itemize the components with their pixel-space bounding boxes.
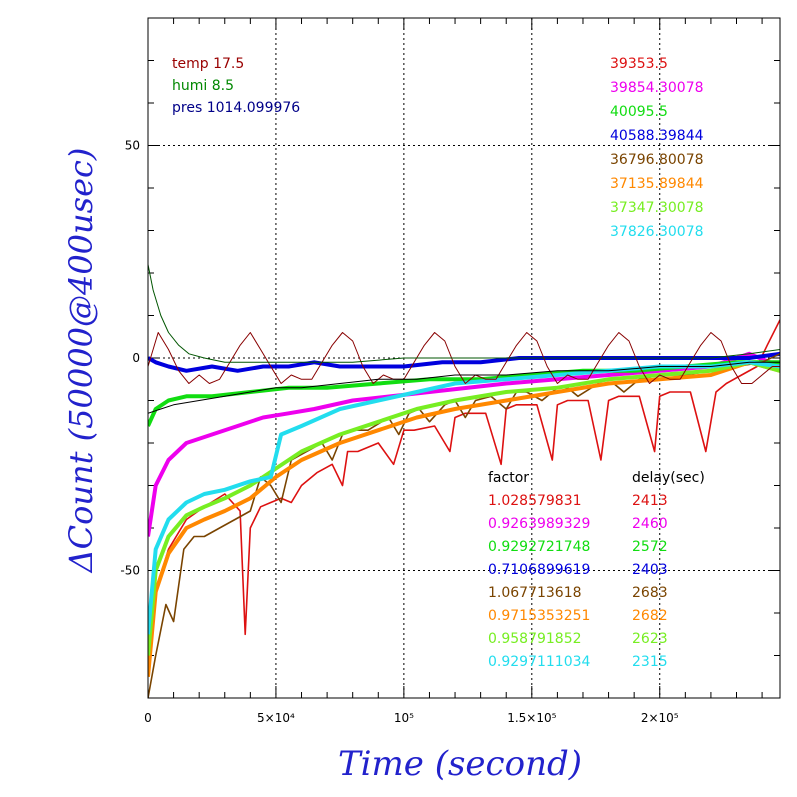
delay-value: 2460 — [632, 516, 668, 532]
channel-label: 39353.5 — [610, 56, 668, 72]
channel-labels: 39353.5 39854.30078 40095.5 40588.39844 3679… — [610, 56, 704, 240]
x-tick-label: 1.5×10⁵ — [507, 711, 556, 725]
x-tick-label: 5×10⁴ — [257, 711, 295, 725]
series-line-2 — [148, 351, 780, 537]
channel-label: 39854.30078 — [610, 80, 704, 96]
factor-table: factor delay(sec) 1.028579831 2413 0.92639… — [488, 470, 705, 670]
factor-value: 0.9292721748 — [488, 539, 590, 555]
plot-frame — [147, 17, 781, 699]
series-line-10 — [148, 264, 780, 363]
channel-label: 37135.89844 — [610, 176, 704, 192]
x-axis-title: Time (second) — [338, 744, 582, 784]
environment-labels: temp 17.5 humi 8.5 pres 1014.099976 — [172, 56, 300, 116]
factor-value: 1.028579831 — [488, 493, 582, 509]
factor-header: factor — [488, 470, 529, 486]
y-tick-label: 50 — [125, 139, 140, 153]
factor-value: 1.067713618 — [488, 585, 582, 601]
y-axis-title: ΔCount (50000@400usec) — [62, 148, 100, 575]
delay-value: 2623 — [632, 631, 668, 647]
factor-value: 0.9297111034 — [488, 654, 591, 670]
delay-value: 2315 — [632, 654, 668, 670]
channel-label: 37347.30078 — [610, 200, 704, 216]
channel-label: 40588.39844 — [610, 128, 704, 144]
series-line-11 — [148, 361, 780, 414]
y-tick-label: -50 — [120, 564, 140, 578]
delay-header: delay(sec) — [632, 470, 705, 486]
factor-value: 0.958791852 — [488, 631, 582, 647]
delay-value: 2413 — [632, 493, 668, 509]
env-label: pres 1014.099976 — [172, 100, 300, 116]
series-line-1 — [148, 319, 780, 656]
y-tick-labels: 50 0 -50 — [120, 139, 140, 578]
factor-value: 0.9263989329 — [488, 516, 590, 532]
factor-value: 0.7106899619 — [488, 562, 590, 578]
x-tick-label: 0 — [144, 711, 152, 725]
x-tick-label: 2×10⁵ — [641, 711, 679, 725]
channel-label: 37826.30078 — [610, 224, 704, 240]
minor-ticks — [148, 18, 780, 698]
env-label: humi 8.5 — [172, 78, 234, 94]
env-label: temp 17.5 — [172, 56, 244, 72]
x-tick-labels: 0 5×10⁴ 10⁵ 1.5×10⁵ 2×10⁵ — [144, 711, 679, 725]
channel-label: 36796.80078 — [610, 152, 704, 168]
x-tick-label: 10⁵ — [394, 711, 414, 725]
y-tick-label: 0 — [132, 351, 140, 365]
series-line-6 — [148, 360, 780, 677]
factor-value: 0.9715353251 — [488, 608, 590, 624]
delay-value: 2403 — [632, 562, 668, 578]
series-layer — [148, 264, 780, 698]
delay-value: 2682 — [632, 608, 668, 624]
delay-value: 2572 — [632, 539, 668, 555]
series-line-9 — [148, 332, 780, 384]
delay-value: 2683 — [632, 585, 668, 601]
series-line-7 — [148, 360, 780, 656]
channel-label: 40095.5 — [610, 104, 668, 120]
